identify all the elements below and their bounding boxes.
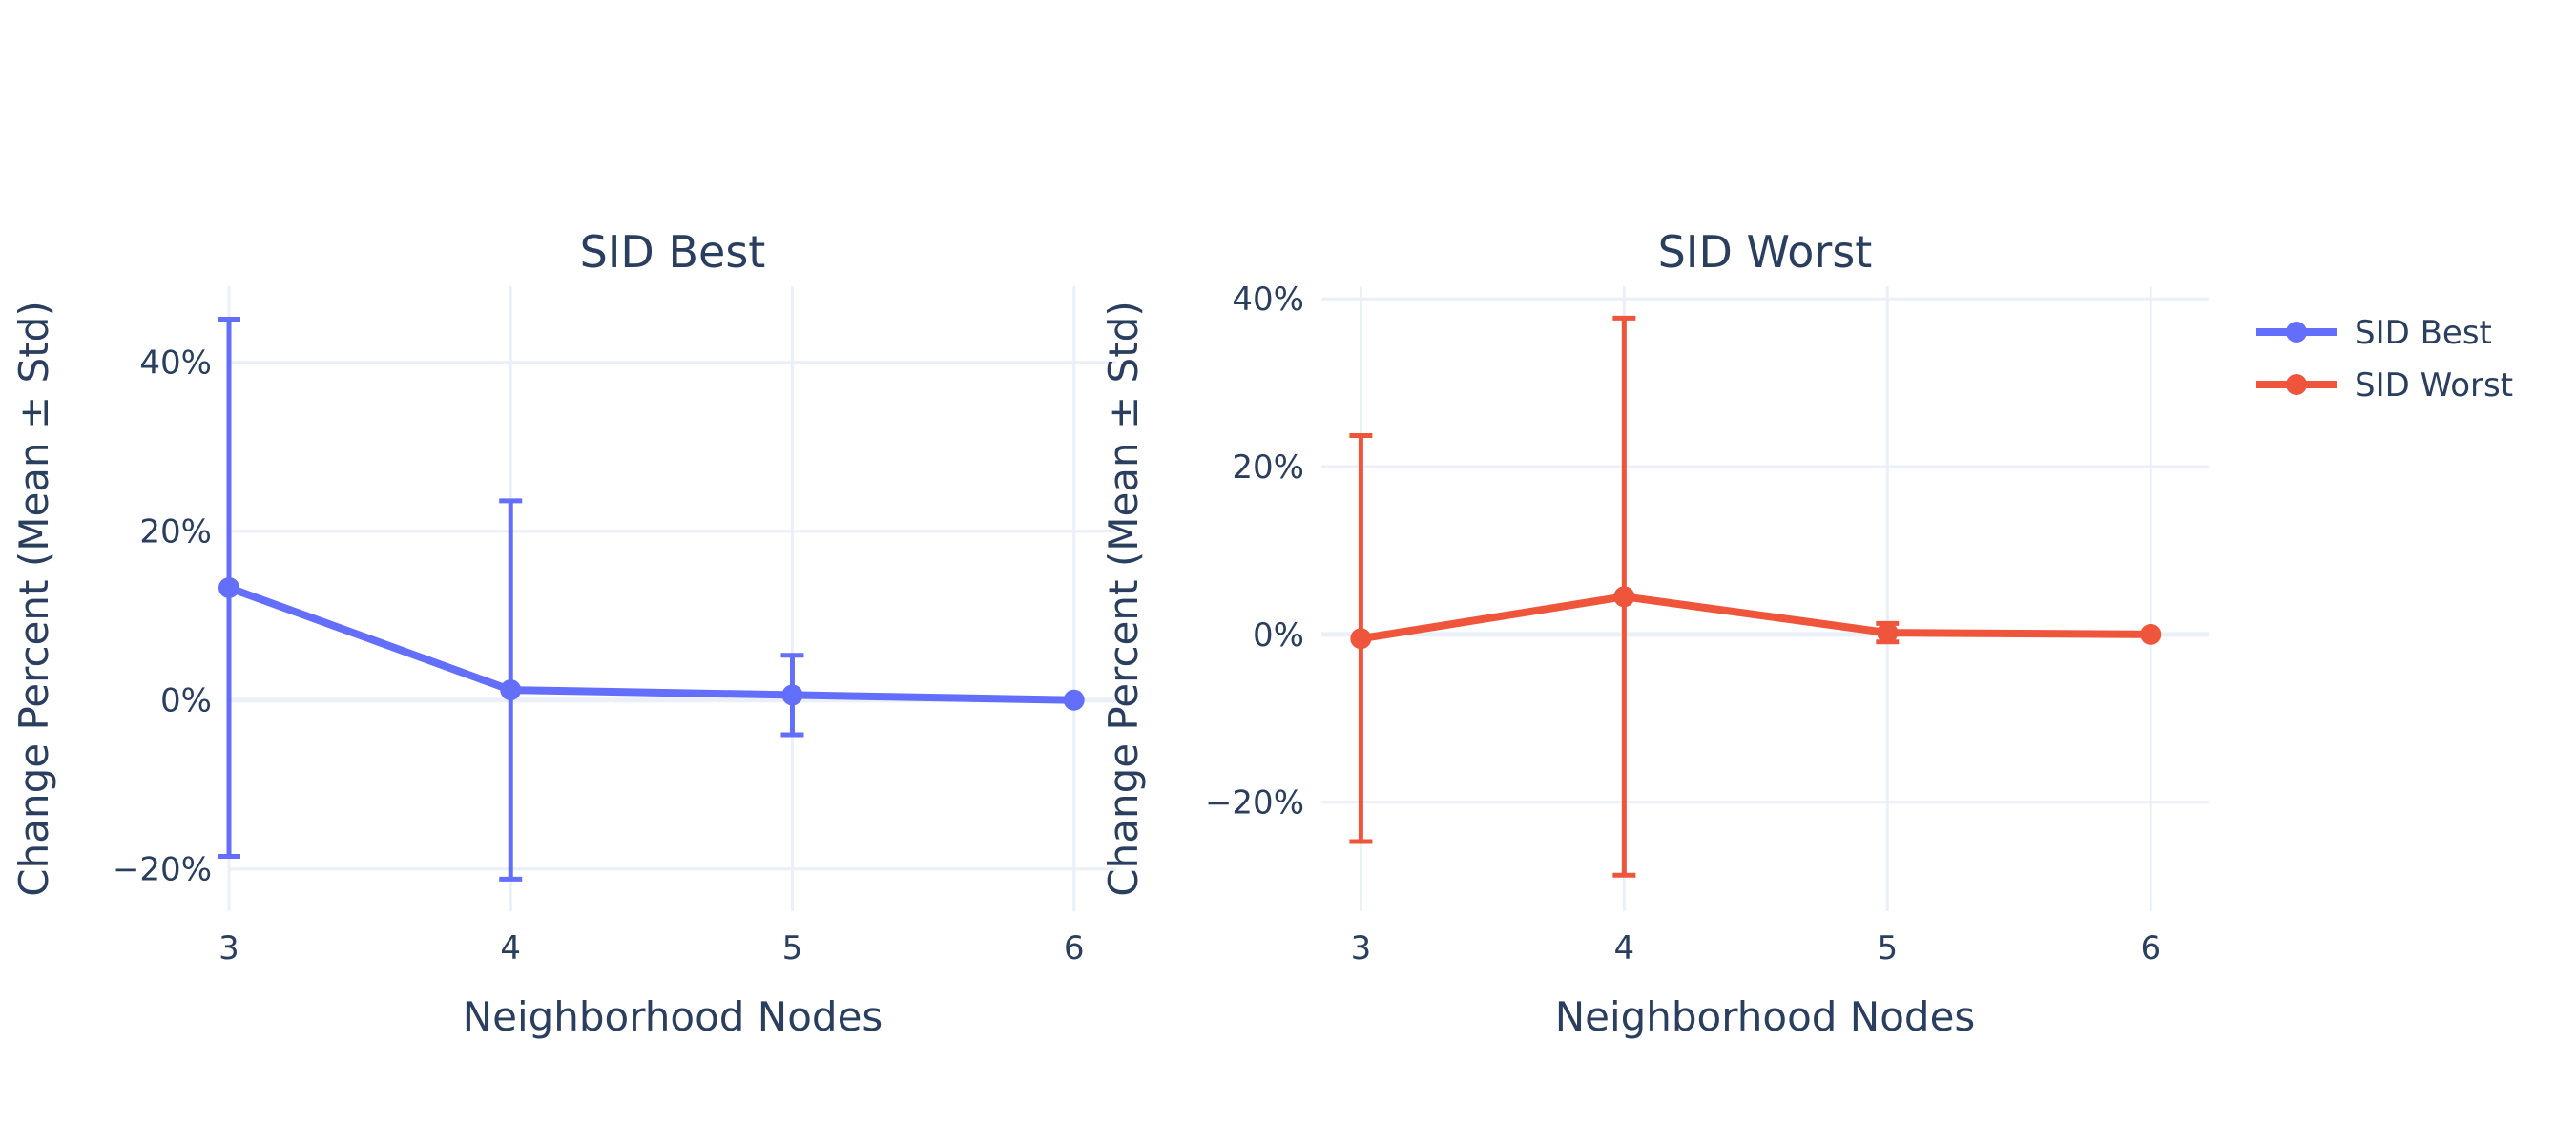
- subplot-title: SID Worst: [1658, 226, 1873, 278]
- data-point[interactable]: [2140, 623, 2162, 645]
- y-tick-label: 0%: [160, 682, 212, 720]
- y-tick-label: 0%: [1253, 616, 1304, 655]
- series-line: [1360, 593, 2151, 643]
- x-tick-label: 4: [500, 929, 521, 968]
- data-point[interactable]: [500, 679, 522, 701]
- data-point[interactable]: [1063, 689, 1085, 711]
- x-axis-title: Neighborhood Nodes: [463, 993, 883, 1040]
- subplot-sid-best: 3 4 5 6 −20% 0% 20% 40% SID Best Neighborhood Nod…: [10, 226, 1116, 1040]
- legend-item-sid-worst[interactable]: SID Worst: [2256, 366, 2513, 405]
- x-tick-label: 4: [1614, 929, 1635, 968]
- y-tick-label: 40%: [1232, 281, 1304, 319]
- series-sid-best: [218, 317, 1085, 882]
- x-tick-label: 6: [1064, 929, 1085, 968]
- x-tick-label: 3: [1351, 929, 1372, 968]
- legend-label: SID Best: [2355, 314, 2492, 352]
- y-tick-label: 40%: [139, 344, 212, 383]
- legend[interactable]: SID Best SID Worst: [2256, 314, 2513, 405]
- x-tick-label: 3: [218, 929, 239, 968]
- x-axis-title: Neighborhood Nodes: [1555, 993, 1976, 1040]
- data-point[interactable]: [781, 684, 803, 706]
- y-tick-label: 20%: [1232, 448, 1304, 487]
- data-point[interactable]: [218, 576, 239, 598]
- y-tick-label: −20%: [113, 851, 212, 889]
- series-line: [227, 584, 1074, 704]
- legend-marker-swatch: [2286, 374, 2307, 395]
- data-point[interactable]: [1877, 622, 1899, 644]
- subplot-sid-worst: 3 4 5 6 −20% 0% 20% 40% SID Worst Neighborhood No…: [1100, 226, 2209, 1040]
- legend-item-sid-best[interactable]: SID Best: [2256, 314, 2492, 352]
- data-point[interactable]: [1613, 586, 1635, 608]
- y-axis-title: Change Percent (Mean ± Std): [10, 301, 57, 896]
- subplot-title: SID Best: [580, 226, 766, 278]
- x-tick-label: 5: [782, 929, 803, 968]
- y-tick-label: −20%: [1205, 784, 1304, 822]
- x-tick-label: 6: [2140, 929, 2161, 968]
- legend-label: SID Worst: [2355, 366, 2513, 405]
- x-tick-label: 5: [1878, 929, 1899, 968]
- y-tick-label: 20%: [139, 513, 212, 552]
- series-sid-worst: [1349, 315, 2162, 878]
- legend-marker-swatch: [2286, 322, 2307, 343]
- data-point[interactable]: [1350, 628, 1372, 650]
- y-axis-title: Change Percent (Mean ± Std): [1100, 301, 1147, 896]
